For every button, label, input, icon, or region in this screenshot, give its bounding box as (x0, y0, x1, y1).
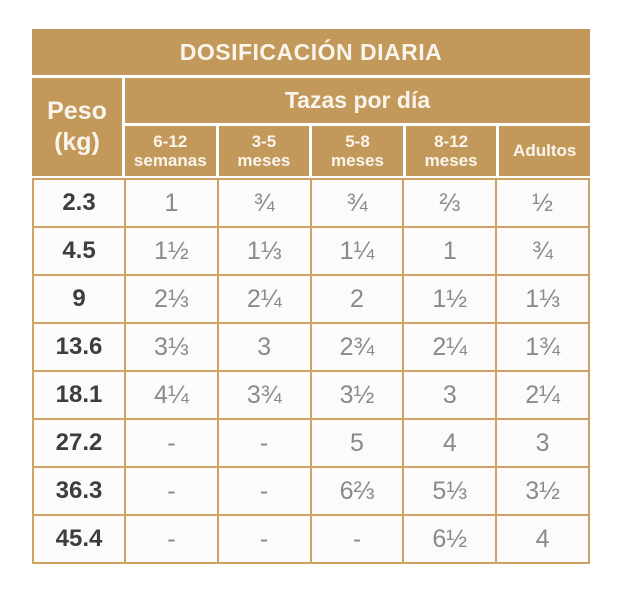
weight-cell: 9 (34, 276, 124, 322)
table-title: DOSIFICACIÓN DIARIA (32, 29, 590, 75)
dosage-cell: 3¾ (218, 372, 310, 418)
dosage-cell: ¾ (311, 180, 403, 226)
dosage-cell: 4 (497, 516, 588, 562)
weight-header-line1: Peso (47, 96, 107, 125)
dosage-cell: ½ (497, 180, 588, 226)
dosage-table-body: 2.3 1 ¾ ¾ ⅔ ½ 4.5 1½ 1⅓ 1¼ 1 ¾ 9 2⅓ 2¼ 2 1½ 1⅓ 13.6 3⅓ 3 2¾ 2¼… (32, 178, 590, 564)
dosage-cell: ⅔ (404, 180, 496, 226)
dosage-cell: 3⅓ (126, 324, 217, 370)
dosage-cell: 1 (126, 180, 217, 226)
dosage-cell: 5 (311, 420, 403, 466)
column-header-8-12-meses: 8-12 meses (405, 126, 497, 176)
cups-per-day-header: Tazas por día (125, 78, 590, 123)
dosage-cell: - (218, 420, 310, 466)
dosage-cell: 5⅓ (404, 468, 496, 514)
dosage-cell: 2 (311, 276, 403, 322)
column-header-adultos: Adultos (499, 126, 590, 176)
dosage-cell: - (126, 420, 217, 466)
dosage-cell: 2¾ (311, 324, 403, 370)
column-header-range: 5-8 (345, 131, 370, 151)
weight-cell: 36.3 (34, 468, 124, 514)
dosage-cell: ¾ (218, 180, 310, 226)
dosage-cell: 3 (497, 420, 588, 466)
daily-dosage-table: DOSIFICACIÓN DIARIA Peso (kg) Tazas por … (32, 29, 590, 564)
weight-header-line2: (kg) (54, 128, 100, 156)
dosage-cell: 1⅓ (497, 276, 588, 322)
column-header-3-5-meses: 3-5 meses (218, 126, 310, 176)
weight-column-header: Peso (kg) (32, 78, 122, 176)
weight-cell: 4.5 (34, 228, 124, 274)
dosage-cell: - (126, 516, 217, 562)
dosage-cell: 2¼ (218, 276, 310, 322)
column-header-unit: meses (424, 151, 478, 170)
dosage-cell: 3 (404, 372, 496, 418)
dosage-cell: ¾ (497, 228, 588, 274)
dosage-cell: 2¼ (404, 324, 496, 370)
dosage-cell: 3½ (311, 372, 403, 418)
weight-cell: 27.2 (34, 420, 124, 466)
dosage-cell: 1 (404, 228, 496, 274)
table-header: Peso (kg) Tazas por día 6-12 semanas 3-5… (32, 78, 590, 176)
dosage-cell: 3½ (497, 468, 588, 514)
weight-cell: 45.4 (34, 516, 124, 562)
column-header-5-8-meses: 5-8 meses (312, 126, 403, 176)
dosage-cell: 2¼ (497, 372, 588, 418)
dosage-cell: 4¼ (126, 372, 217, 418)
dosage-cell: 1½ (404, 276, 496, 322)
column-header-range: 3-5 (251, 131, 277, 151)
column-header-unit: meses (237, 151, 291, 170)
dosage-cell: 3 (218, 324, 310, 370)
column-header-6-12-semanas: 6-12 semanas (125, 126, 216, 176)
column-header-range: Adultos (513, 141, 577, 161)
dosage-cell: 1½ (126, 228, 217, 274)
weight-cell: 18.1 (34, 372, 124, 418)
dosage-cell: - (311, 516, 403, 562)
dosage-cell: 1⅓ (218, 228, 310, 274)
dosage-cell: - (126, 468, 217, 514)
dosage-cell: - (218, 468, 310, 514)
dosage-cell: 6½ (404, 516, 496, 562)
dosage-cell: 6⅔ (311, 468, 403, 514)
dosage-cell: 1¼ (311, 228, 403, 274)
dosage-cell: 4 (404, 420, 496, 466)
column-header-range: 6-12 (153, 131, 188, 151)
dosage-cell: 1¾ (497, 324, 588, 370)
dosage-cell: - (218, 516, 310, 562)
column-header-range: 8-12 (434, 131, 469, 151)
weight-cell: 13.6 (34, 324, 124, 370)
weight-cell: 2.3 (34, 180, 124, 226)
column-header-unit: semanas (133, 151, 207, 170)
column-header-unit: meses (331, 151, 384, 170)
dosage-cell: 2⅓ (126, 276, 217, 322)
